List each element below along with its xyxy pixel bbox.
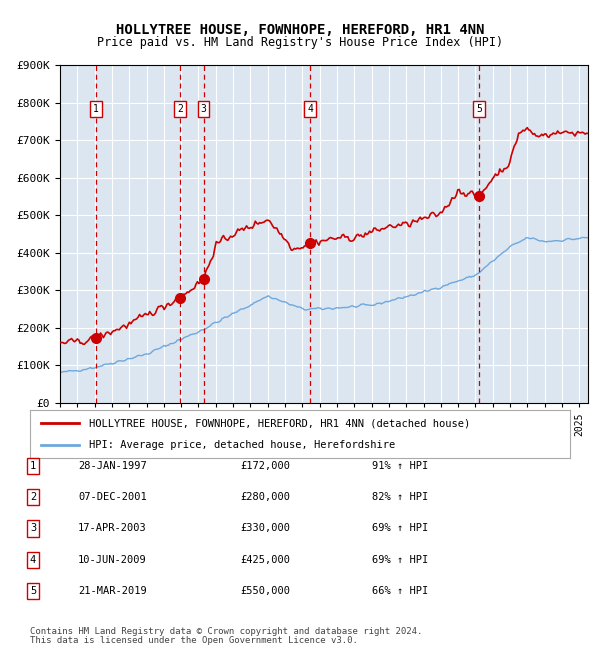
Text: £280,000: £280,000 <box>240 492 290 502</box>
Text: 69% ↑ HPI: 69% ↑ HPI <box>372 523 428 534</box>
Text: HOLLYTREE HOUSE, FOWNHOPE, HEREFORD, HR1 4NN (detached house): HOLLYTREE HOUSE, FOWNHOPE, HEREFORD, HR1… <box>89 418 470 428</box>
Text: 91% ↑ HPI: 91% ↑ HPI <box>372 461 428 471</box>
Text: HOLLYTREE HOUSE, FOWNHOPE, HEREFORD, HR1 4NN: HOLLYTREE HOUSE, FOWNHOPE, HEREFORD, HR1… <box>116 23 484 37</box>
Text: 4: 4 <box>307 104 313 114</box>
Text: 10-JUN-2009: 10-JUN-2009 <box>78 554 147 565</box>
Text: 2: 2 <box>30 492 36 502</box>
Text: 82% ↑ HPI: 82% ↑ HPI <box>372 492 428 502</box>
Text: 3: 3 <box>200 104 206 114</box>
Text: £550,000: £550,000 <box>240 586 290 596</box>
Text: Price paid vs. HM Land Registry's House Price Index (HPI): Price paid vs. HM Land Registry's House … <box>97 36 503 49</box>
Text: HPI: Average price, detached house, Herefordshire: HPI: Average price, detached house, Here… <box>89 439 395 450</box>
Text: £172,000: £172,000 <box>240 461 290 471</box>
Text: 5: 5 <box>476 104 482 114</box>
Text: 69% ↑ HPI: 69% ↑ HPI <box>372 554 428 565</box>
Text: 28-JAN-1997: 28-JAN-1997 <box>78 461 147 471</box>
Text: £330,000: £330,000 <box>240 523 290 534</box>
Text: £425,000: £425,000 <box>240 554 290 565</box>
Text: 66% ↑ HPI: 66% ↑ HPI <box>372 586 428 596</box>
Text: 4: 4 <box>30 554 36 565</box>
Text: This data is licensed under the Open Government Licence v3.0.: This data is licensed under the Open Gov… <box>30 636 358 645</box>
Text: 5: 5 <box>30 586 36 596</box>
Text: 3: 3 <box>30 523 36 534</box>
Text: 2: 2 <box>177 104 183 114</box>
Text: 21-MAR-2019: 21-MAR-2019 <box>78 586 147 596</box>
Text: Contains HM Land Registry data © Crown copyright and database right 2024.: Contains HM Land Registry data © Crown c… <box>30 627 422 636</box>
Text: 17-APR-2003: 17-APR-2003 <box>78 523 147 534</box>
Text: 1: 1 <box>30 461 36 471</box>
Text: 1: 1 <box>93 104 99 114</box>
Text: 07-DEC-2001: 07-DEC-2001 <box>78 492 147 502</box>
